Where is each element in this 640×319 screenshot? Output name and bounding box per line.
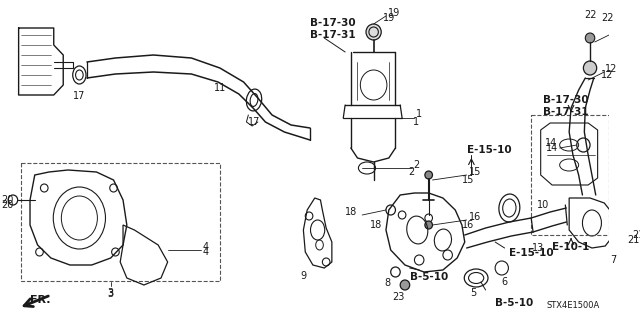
Text: 15: 15 (462, 175, 475, 185)
Text: 15: 15 (468, 167, 481, 177)
Text: 14: 14 (545, 138, 557, 148)
Text: 10: 10 (536, 200, 548, 210)
Text: 12: 12 (601, 70, 613, 80)
Bar (531, 115, 609, 235)
Text: B-17-30: B-17-30 (310, 18, 356, 28)
Text: 16: 16 (463, 220, 475, 230)
Text: 12: 12 (605, 64, 618, 74)
Text: 6: 6 (502, 277, 508, 287)
Circle shape (425, 221, 433, 229)
Circle shape (425, 171, 433, 179)
Bar (20, 163, 220, 281)
Text: 19: 19 (388, 8, 400, 18)
Text: 5: 5 (470, 288, 476, 298)
Text: 2: 2 (408, 167, 415, 177)
Text: 22: 22 (585, 10, 597, 20)
Text: 19: 19 (383, 13, 395, 23)
Circle shape (584, 61, 596, 75)
Text: 20: 20 (1, 200, 13, 210)
Text: 1: 1 (417, 109, 422, 119)
Text: B-5-10: B-5-10 (410, 272, 448, 282)
Text: STX4E1500A: STX4E1500A (547, 301, 600, 310)
Text: B-17-31: B-17-31 (310, 30, 356, 40)
Text: B-17-30: B-17-30 (543, 95, 588, 105)
Text: 23: 23 (392, 292, 404, 302)
Text: 2: 2 (413, 160, 420, 170)
Text: 4: 4 (202, 247, 209, 257)
Text: B-17-31: B-17-31 (543, 107, 588, 117)
Text: 8: 8 (385, 278, 391, 288)
Text: E-15-10: E-15-10 (467, 145, 511, 155)
Text: 14: 14 (546, 143, 558, 153)
Text: 17: 17 (248, 117, 260, 127)
Text: 3: 3 (108, 288, 114, 298)
Text: 16: 16 (468, 212, 481, 222)
Text: 18: 18 (345, 207, 358, 217)
Text: 18: 18 (371, 220, 383, 230)
Text: E-10-1: E-10-1 (552, 242, 589, 252)
Text: 20: 20 (1, 195, 13, 205)
Text: 1: 1 (413, 117, 419, 127)
Circle shape (400, 280, 410, 290)
Circle shape (586, 33, 595, 43)
Text: E-15-10: E-15-10 (509, 248, 554, 258)
Text: B-5-10: B-5-10 (495, 298, 533, 308)
Text: 11: 11 (214, 83, 226, 93)
Text: 3: 3 (108, 289, 114, 299)
Text: 22: 22 (601, 13, 613, 23)
Text: FR.: FR. (30, 295, 51, 305)
Text: 21: 21 (632, 230, 640, 240)
Text: 4: 4 (203, 242, 209, 252)
Text: 17: 17 (73, 91, 86, 101)
Circle shape (366, 24, 381, 40)
Text: 9: 9 (300, 271, 307, 281)
Text: 13: 13 (532, 243, 544, 253)
Text: 7: 7 (611, 255, 617, 265)
Text: 21: 21 (627, 235, 640, 245)
